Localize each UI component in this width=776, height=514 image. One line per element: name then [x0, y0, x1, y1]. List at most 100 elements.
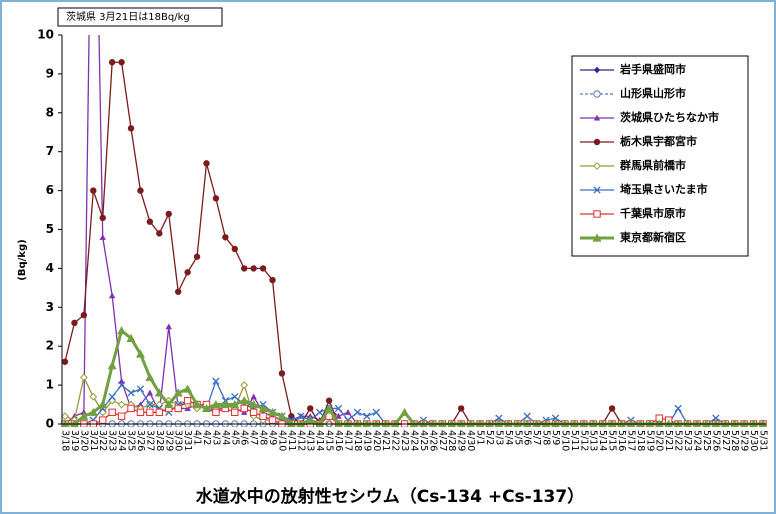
legend-label: 岩手県盛岡市	[619, 62, 686, 76]
x-tick-label: 5/2	[484, 430, 495, 445]
annotation-box	[57, 7, 223, 27]
x-tick-label: 3/28	[154, 430, 165, 451]
x-tick-label: 5/8	[541, 430, 552, 445]
marker	[203, 160, 210, 167]
marker	[71, 413, 78, 419]
marker	[249, 400, 259, 409]
marker	[249, 408, 258, 417]
x-tick-label: 4/10	[276, 430, 287, 451]
marker	[447, 419, 456, 427]
marker	[108, 408, 116, 417]
marker	[400, 407, 410, 416]
marker	[108, 292, 116, 299]
marker	[165, 323, 172, 330]
marker	[560, 419, 570, 427]
marker	[504, 419, 513, 427]
marker	[127, 404, 135, 413]
x-tick-label: 4/23	[399, 430, 410, 451]
marker	[655, 419, 664, 427]
marker	[296, 419, 305, 427]
marker	[60, 419, 70, 427]
marker	[277, 411, 287, 420]
x-tick-label: 3/25	[126, 430, 137, 451]
x-tick-label: 3/26	[135, 430, 146, 451]
marker	[117, 400, 126, 409]
x-tick-label: 5/4	[503, 430, 514, 445]
marker	[145, 372, 155, 381]
x-tick-label: 4/28	[446, 430, 457, 451]
marker	[240, 404, 248, 413]
x-tick-label: 5/5	[512, 430, 523, 445]
marker	[268, 407, 278, 416]
x-tick-label: 4/2	[201, 430, 212, 445]
marker	[593, 138, 601, 146]
marker	[579, 419, 588, 427]
x-tick-label: 4/22	[390, 430, 401, 451]
x-tick-label: 4/29	[456, 430, 467, 451]
x-tick-label: 5/11	[569, 430, 580, 451]
marker	[99, 234, 106, 240]
marker	[592, 233, 602, 242]
marker	[617, 419, 626, 427]
marker	[362, 419, 372, 427]
marker	[363, 412, 371, 420]
y-axis-label: (Bq/kg)	[17, 239, 28, 280]
marker	[127, 389, 135, 397]
marker	[79, 411, 89, 420]
x-tick-label: 4/13	[305, 430, 316, 451]
marker	[61, 358, 69, 365]
x-tick-label: 3/24	[116, 430, 127, 451]
x-tick-label: 5/7	[531, 430, 542, 445]
x-tick-label: 5/25	[701, 430, 712, 451]
marker	[183, 396, 192, 405]
x-tick-label: 3/19	[69, 430, 80, 451]
x-tick-label: 5/17	[625, 430, 636, 451]
y-tick-label: 0	[46, 417, 54, 431]
marker	[98, 400, 108, 409]
marker	[307, 405, 314, 412]
x-tick-label: 4/7	[248, 430, 259, 445]
x-tick-label: 5/1	[475, 430, 486, 445]
marker	[258, 403, 268, 413]
marker	[749, 419, 758, 427]
x-tick-label: 5/15	[607, 430, 618, 451]
marker	[598, 419, 607, 427]
x-tick-label: 4/30	[465, 430, 476, 451]
marker	[334, 404, 343, 413]
x-tick-label: 5/12	[578, 430, 589, 451]
marker	[593, 90, 601, 98]
marker	[324, 403, 334, 413]
marker	[136, 385, 145, 393]
marker	[325, 397, 333, 404]
x-tick-label: 5/26	[710, 430, 721, 451]
marker	[353, 408, 362, 416]
marker	[419, 419, 428, 427]
marker	[137, 401, 144, 408]
marker	[287, 419, 296, 427]
marker	[344, 409, 352, 415]
marker	[117, 381, 126, 389]
marker	[164, 400, 174, 409]
marker	[231, 245, 238, 253]
y-tick-label: 3	[46, 300, 54, 314]
x-tick-label: 3/29	[163, 430, 174, 451]
x-tick-label: 3/21	[88, 430, 99, 451]
marker	[126, 333, 136, 343]
x-tick-label: 4/4	[220, 430, 231, 445]
marker	[721, 419, 730, 427]
x-tick-label: 5/18	[635, 430, 646, 451]
x-tick-label: 5/6	[522, 430, 533, 445]
x-tick-label: 4/24	[409, 430, 420, 451]
marker	[593, 186, 601, 194]
x-tick-label: 5/14	[597, 430, 608, 451]
marker	[184, 269, 191, 276]
marker	[457, 405, 465, 412]
x-tick-label: 4/27	[437, 430, 448, 451]
marker	[212, 195, 220, 202]
marker	[90, 187, 97, 194]
x-tick-label: 5/27	[720, 430, 731, 451]
x-tick-label: 5/13	[588, 430, 599, 451]
marker	[154, 388, 164, 397]
marker	[381, 419, 390, 427]
